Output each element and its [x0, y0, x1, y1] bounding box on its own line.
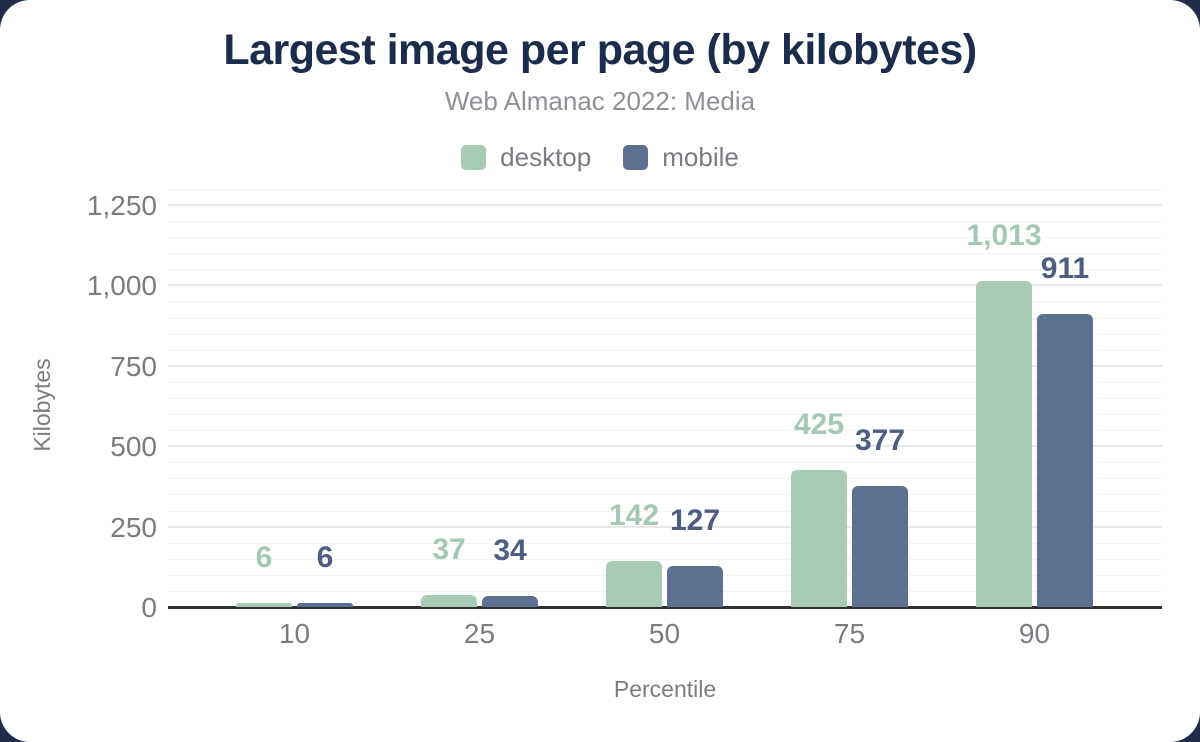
x-axis-line	[168, 606, 1162, 609]
gridline-major	[168, 445, 1162, 448]
bar-label-desktop-p75: 425	[793, 408, 845, 442]
x-tick-label-10: 10	[278, 618, 311, 649]
gridline-minor	[168, 221, 1162, 223]
gridline-minor	[168, 237, 1162, 239]
bar-label-desktop-p25: 37	[432, 533, 466, 567]
bar-label-mobile-p90: 911	[1040, 252, 1090, 286]
chart-subtitle: Web Almanac 2022: Media	[444, 86, 756, 116]
x-tick-label-25: 25	[463, 618, 496, 649]
bar-desktop-p10	[236, 603, 292, 607]
gridline-minor	[168, 510, 1162, 512]
bar-mobile-p25	[482, 596, 538, 607]
y-tick-label-1,250: 1,250	[86, 190, 157, 221]
bar-desktop-p50	[606, 561, 662, 607]
gridline-minor	[168, 542, 1162, 544]
bar-label-mobile-p25: 34	[493, 534, 527, 568]
gridline-minor	[168, 430, 1162, 432]
legend-label-desktop: desktop	[500, 142, 592, 172]
gridline-minor	[168, 414, 1162, 416]
x-axis-title: Percentile	[613, 676, 717, 702]
x-tick-label-50: 50	[648, 618, 681, 649]
gridline-minor	[168, 558, 1162, 560]
gridline-minor	[168, 494, 1162, 496]
gridline-minor	[168, 269, 1162, 271]
desktop-swatch-icon	[461, 145, 487, 170]
gridline-major	[168, 204, 1162, 206]
gridline-major	[168, 284, 1162, 287]
gridline-minor	[168, 381, 1162, 383]
y-tick-label-0: 0	[141, 592, 157, 623]
bar-mobile-p75	[852, 485, 908, 607]
y-tick-label-500: 500	[110, 431, 157, 463]
x-tick-label-90: 90	[1018, 618, 1051, 649]
gridline-minor	[168, 333, 1162, 335]
gridline-minor	[168, 317, 1162, 319]
bar-mobile-p10	[297, 603, 353, 607]
y-tick-label-1,000: 1,000	[86, 270, 157, 302]
gridline-major	[168, 364, 1162, 367]
gridline-minor	[168, 253, 1162, 255]
gridline-minor	[168, 574, 1162, 576]
gridline-minor	[168, 301, 1162, 303]
legend-label-mobile: mobile	[662, 142, 739, 172]
legend: desktop mobile	[0, 142, 1200, 173]
bar-label-desktop-p50: 142	[608, 499, 660, 533]
y-axis-title: Kilobytes	[29, 358, 55, 452]
bar-desktop-p90	[976, 281, 1032, 607]
bar-label-mobile-p10: 6	[316, 541, 334, 574]
bar-desktop-p25	[421, 595, 477, 607]
y-tick-label-250: 250	[110, 511, 157, 543]
legend-item-mobile: mobile	[623, 142, 739, 173]
bar-label-mobile-p50: 127	[669, 504, 721, 538]
gridline-minor	[168, 462, 1162, 464]
x-tick-label-75: 75	[833, 618, 866, 649]
bar-desktop-p75	[791, 470, 847, 607]
bar-mobile-p50	[667, 566, 723, 607]
bar-label-desktop-p10: 6	[255, 541, 273, 574]
gridline-minor	[168, 478, 1162, 480]
bar-label-desktop-p90: 1,013	[966, 219, 1042, 253]
gridline-minor	[168, 397, 1162, 399]
mobile-swatch-icon	[623, 145, 649, 170]
y-tick-label-750: 750	[110, 350, 157, 382]
bar-mobile-p90	[1037, 314, 1093, 607]
gridline-minor	[168, 590, 1162, 592]
bar-label-mobile-p75: 377	[854, 423, 906, 457]
gridline-major	[168, 525, 1162, 528]
gridline-minor	[168, 188, 1162, 190]
gridline-minor	[168, 349, 1162, 351]
legend-item-desktop: desktop	[461, 142, 591, 173]
chart-title: Largest image per page (by kilobytes)	[223, 26, 977, 74]
